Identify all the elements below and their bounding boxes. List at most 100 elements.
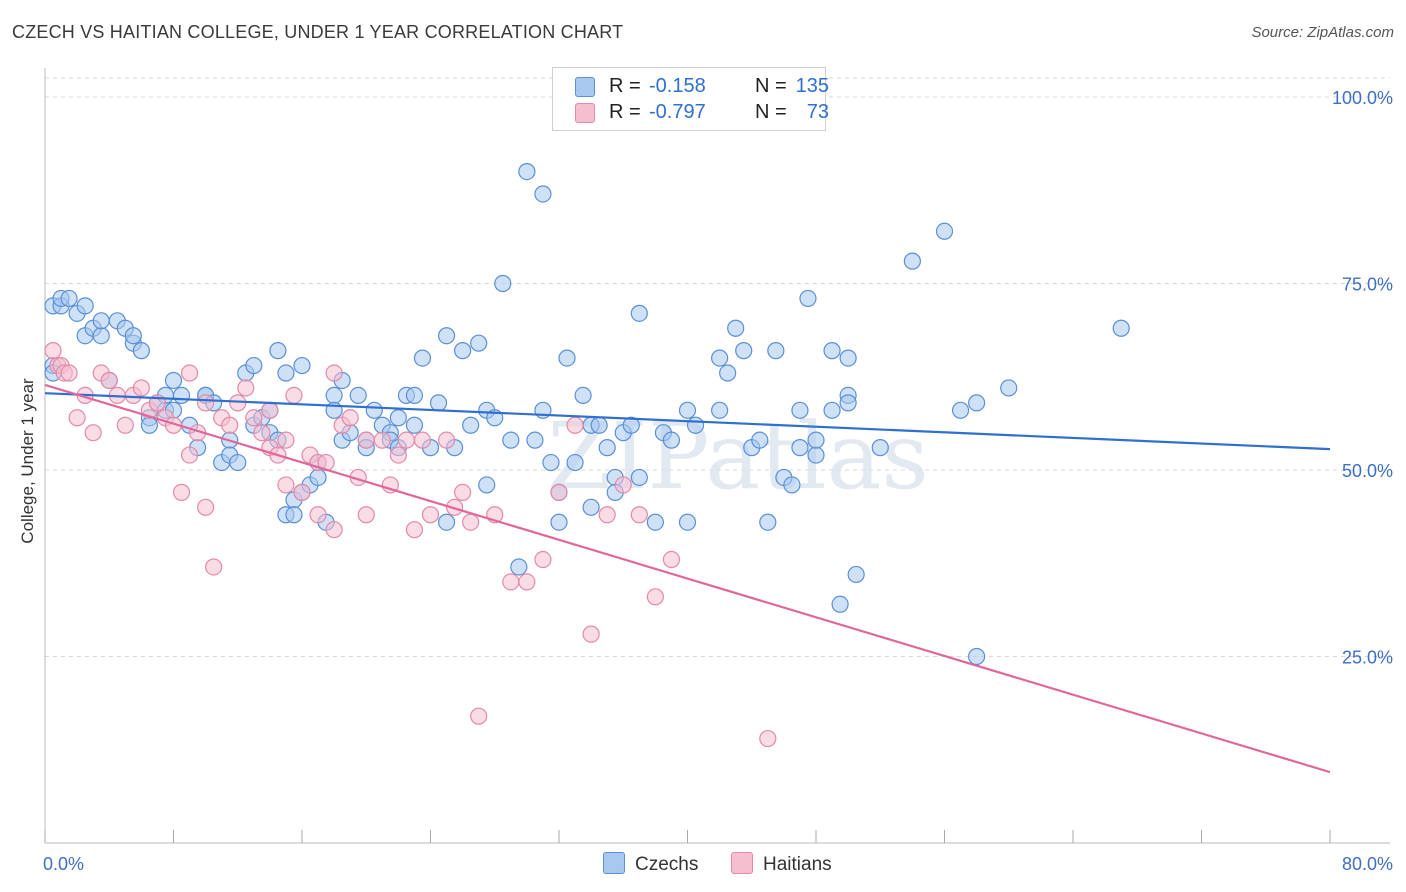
czech-point (751, 431, 769, 449)
czech-point (791, 401, 809, 419)
czech-point (574, 386, 592, 404)
czech-point (462, 416, 480, 434)
czech-point (951, 401, 970, 419)
haitian-point (759, 729, 777, 748)
czech-point (309, 468, 327, 487)
bottom-legend-czechs-label: Czechs (635, 854, 699, 875)
source-label: Source: ZipAtlas.com (1251, 24, 1394, 41)
haitian-point (413, 431, 432, 449)
czech-point (405, 386, 424, 404)
czech-point (711, 401, 729, 419)
haitian-point (309, 506, 327, 524)
haitian-point (341, 409, 359, 427)
haitian-point (630, 506, 648, 524)
czech-swatch (603, 852, 625, 874)
trend-lines (44, 383, 1331, 774)
czech-point (719, 364, 737, 382)
haitian-point (277, 476, 295, 494)
czech-point (968, 394, 986, 412)
czech-point (389, 409, 407, 427)
bottom-legend-haitians-label: Haitians (763, 854, 832, 875)
haitian-point (550, 483, 568, 501)
czech-point (526, 431, 544, 449)
czech-point (229, 453, 247, 472)
haitian-point (566, 416, 584, 434)
czech-point (325, 386, 343, 404)
czech-point (871, 439, 889, 457)
y-tick-label: 25.0% (1342, 648, 1393, 668)
czech-point (437, 327, 456, 345)
haitian-point (437, 431, 456, 449)
czech-point (92, 312, 110, 330)
legend-n-label: N = (755, 75, 787, 97)
haitian-point (518, 573, 536, 591)
czech-point (542, 453, 560, 472)
x-tick-label: 0.0% (43, 854, 84, 874)
czech-point (502, 431, 520, 449)
haitian-point (662, 550, 681, 569)
haitian-point (44, 342, 62, 360)
czech-point (678, 401, 697, 419)
haitian-point (293, 483, 311, 501)
haitian-point (245, 409, 263, 427)
haitian-point (470, 707, 488, 725)
x-tick-label: 80.0% (1342, 854, 1393, 874)
czech-point (140, 416, 159, 434)
legend-r-label: R = (609, 75, 641, 97)
haitian-point (357, 431, 375, 449)
czech-point (598, 439, 616, 457)
haitian-point (534, 550, 552, 569)
czech-point (807, 446, 825, 464)
czech-point (799, 289, 817, 308)
haitian-point (197, 394, 215, 412)
czech-point (847, 565, 865, 584)
haitian-point (285, 386, 303, 404)
czech-point (413, 349, 432, 367)
czech-point (470, 334, 488, 352)
czech-point (429, 394, 448, 412)
czech-point (269, 342, 287, 360)
haitian-point (454, 483, 472, 501)
czech-point (678, 513, 697, 531)
haitian-point (277, 431, 295, 449)
haitian-swatch (731, 852, 753, 874)
czech-point (124, 327, 142, 345)
haitian-point (172, 483, 191, 501)
czech-point (60, 289, 78, 308)
legend-r-value: -0.797 (649, 101, 706, 123)
czech-point (405, 416, 424, 434)
czech-point (293, 356, 311, 375)
czech-point (823, 342, 841, 360)
haitian-point (389, 446, 407, 464)
legend-r-value: -0.158 (649, 75, 706, 97)
czech-swatch (575, 77, 595, 97)
legend-n-value: 73 (806, 101, 829, 123)
czech-point (454, 342, 472, 360)
haitian-point (237, 379, 255, 397)
y-axis-label: College, Under 1 year (18, 378, 37, 544)
czech-point (662, 431, 681, 449)
czech-point (686, 416, 705, 434)
legend-n-value: 135 (795, 75, 829, 97)
haitian-point (582, 625, 600, 643)
haitian-point (100, 371, 118, 390)
czech-point (767, 342, 785, 360)
czech-point (558, 349, 576, 367)
y-tick-label: 75.0% (1342, 275, 1393, 295)
czech-point (807, 431, 825, 449)
haitian-point (614, 476, 632, 494)
haitian-swatch (575, 103, 595, 123)
haitian-point (221, 416, 239, 434)
czech-point (839, 349, 857, 367)
legend-r-label: R = (609, 101, 641, 123)
y-tick-label: 100.0% (1332, 88, 1393, 108)
czech-point (590, 416, 608, 434)
haitian-point (421, 506, 440, 524)
haitian-point (180, 446, 199, 464)
haitian-point (325, 521, 343, 539)
haitian-point (397, 431, 416, 449)
y-tick-labels: 100.0% 75.0% 50.0% 25.0% (1332, 88, 1393, 668)
czech-point (437, 513, 456, 531)
czech-point (76, 297, 94, 315)
